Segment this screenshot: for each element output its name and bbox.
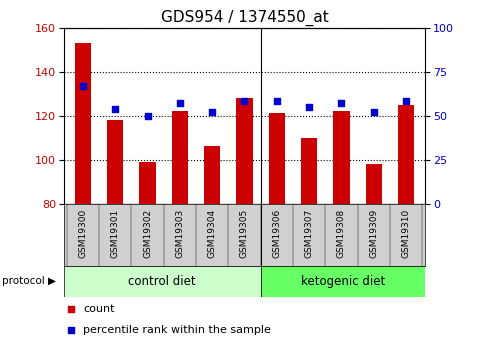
Point xyxy=(143,113,151,118)
Bar xyxy=(397,105,413,204)
Point xyxy=(67,306,75,312)
Bar xyxy=(171,111,187,204)
Text: GSM19300: GSM19300 xyxy=(78,208,87,258)
Bar xyxy=(236,98,252,204)
Text: GSM19305: GSM19305 xyxy=(240,208,248,258)
Text: count: count xyxy=(83,304,115,314)
Text: GSM19308: GSM19308 xyxy=(336,208,345,258)
Text: GSM19307: GSM19307 xyxy=(304,208,313,258)
Point xyxy=(240,99,248,104)
Bar xyxy=(107,120,123,204)
Text: GSM19301: GSM19301 xyxy=(111,208,120,258)
Bar xyxy=(268,114,285,204)
Text: GSM19310: GSM19310 xyxy=(401,208,410,258)
Text: GSM19306: GSM19306 xyxy=(272,208,281,258)
Bar xyxy=(75,43,91,204)
Point xyxy=(67,328,75,333)
Point xyxy=(79,83,87,88)
Title: GDS954 / 1374550_at: GDS954 / 1374550_at xyxy=(160,10,328,26)
FancyBboxPatch shape xyxy=(260,266,425,297)
Bar xyxy=(333,111,349,204)
Bar xyxy=(139,162,155,204)
Point xyxy=(208,109,216,115)
Text: GSM19303: GSM19303 xyxy=(175,208,184,258)
Text: ketogenic diet: ketogenic diet xyxy=(300,275,385,288)
Point xyxy=(272,99,280,104)
Text: control diet: control diet xyxy=(128,275,196,288)
Point xyxy=(111,106,119,111)
Text: protocol ▶: protocol ▶ xyxy=(2,276,56,286)
Bar xyxy=(203,146,220,204)
Text: percentile rank within the sample: percentile rank within the sample xyxy=(83,325,271,335)
Text: GSM19309: GSM19309 xyxy=(368,208,377,258)
Point xyxy=(176,100,183,106)
FancyBboxPatch shape xyxy=(63,266,260,297)
Point xyxy=(401,99,409,104)
Bar xyxy=(301,138,317,204)
Point xyxy=(305,104,312,109)
Text: GSM19304: GSM19304 xyxy=(207,208,216,258)
Bar xyxy=(365,164,381,204)
Point xyxy=(369,109,377,115)
Point xyxy=(337,100,345,106)
Text: GSM19302: GSM19302 xyxy=(143,208,152,258)
